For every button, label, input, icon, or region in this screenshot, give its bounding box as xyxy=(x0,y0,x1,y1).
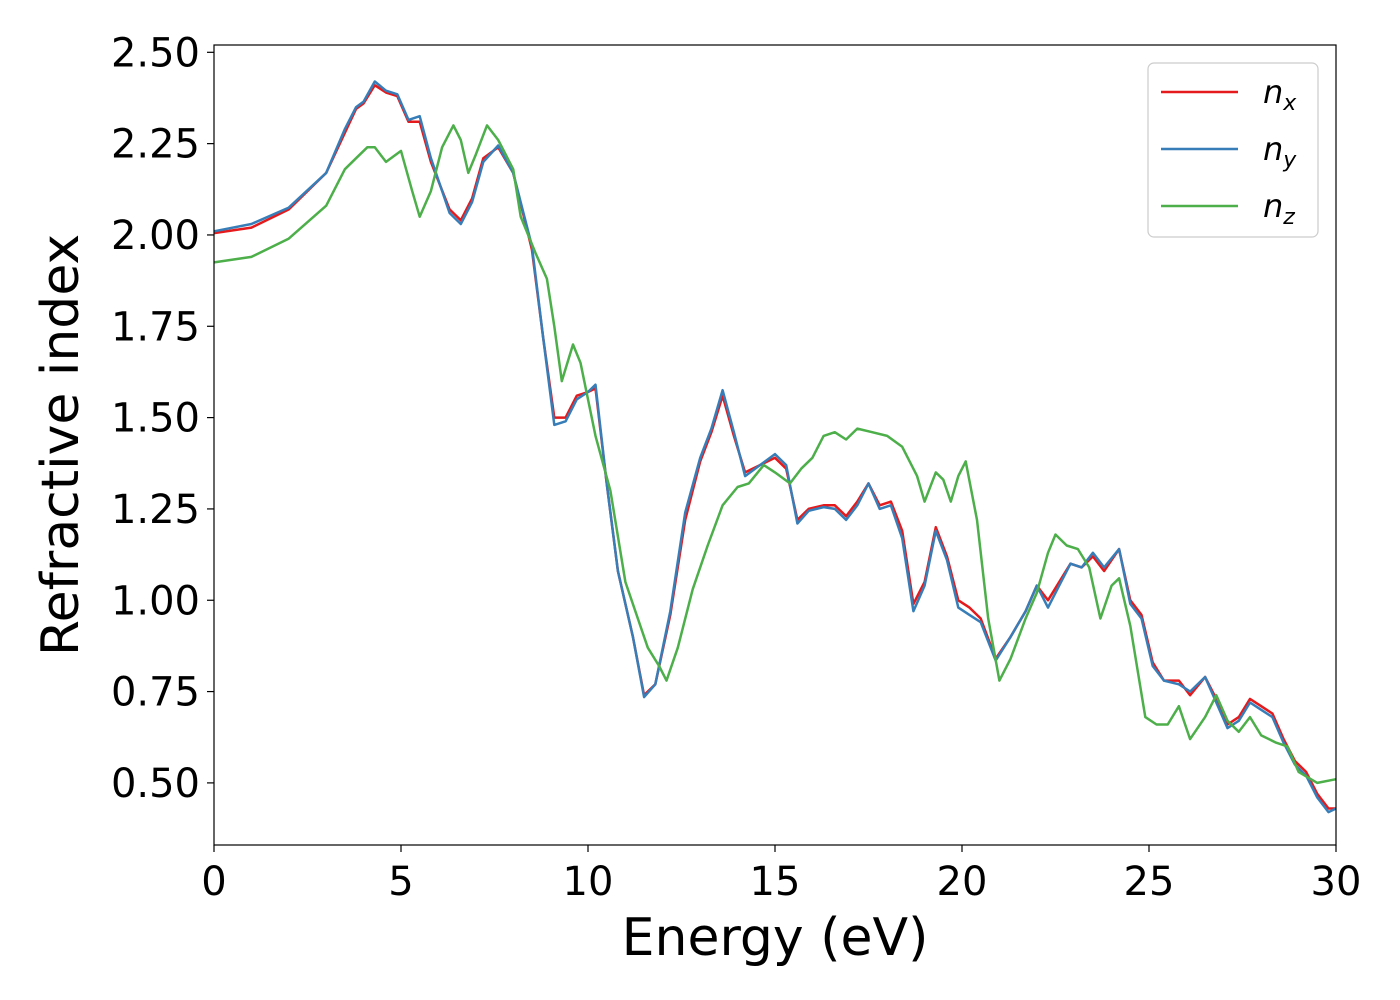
y-tick-label: 2.50 xyxy=(111,30,200,76)
x-tick-label: 5 xyxy=(388,859,413,905)
y-tick-label: 2.25 xyxy=(111,122,200,168)
y-axis-ticks: 0.50 0.75 1.00 1.25 1.50 1.75 2.00 2.25 2.50 xyxy=(111,30,214,807)
y-tick-label: 0.50 xyxy=(111,761,200,807)
y-tick-label: 2.00 xyxy=(111,213,200,259)
x-tick-label: 30 xyxy=(1311,859,1362,905)
x-axis-ticks: 0 5 10 15 20 25 30 xyxy=(201,845,1361,905)
y-tick-label: 1.50 xyxy=(111,396,200,442)
y-tick-label: 1.25 xyxy=(111,487,200,533)
y-axis-title: Refractive index xyxy=(31,234,91,656)
y-tick-label: 0.75 xyxy=(111,670,200,716)
y-tick-label: 1.00 xyxy=(111,578,200,624)
x-tick-label: 25 xyxy=(1124,859,1175,905)
x-tick-label: 10 xyxy=(563,859,614,905)
y-tick-label: 1.75 xyxy=(111,304,200,350)
series-line-nx xyxy=(213,83,1336,810)
x-axis-title: Energy (eV) xyxy=(622,908,929,968)
plot-lines xyxy=(213,80,1337,814)
series-line-nz xyxy=(213,124,1337,785)
x-tick-label: 20 xyxy=(937,859,988,905)
series-line-ny xyxy=(213,80,1337,814)
x-tick-label: 15 xyxy=(750,859,801,905)
x-tick-label: 0 xyxy=(201,859,226,905)
